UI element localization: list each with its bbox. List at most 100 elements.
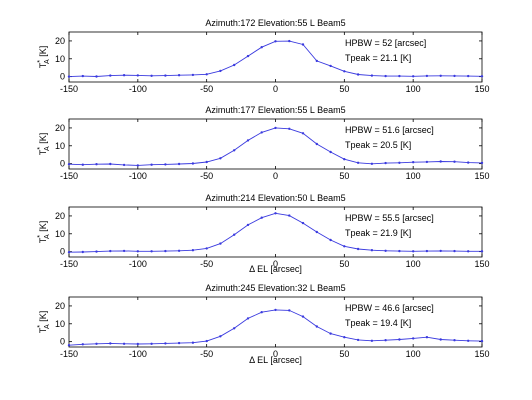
data-point xyxy=(260,216,263,219)
data-point xyxy=(329,150,332,154)
annotation-tpeak: Tpeak = 21.9 [K] xyxy=(345,228,411,238)
panel-title: Azimuth:214 Elevation:50 L Beam5 xyxy=(205,193,345,203)
data-point xyxy=(453,249,456,253)
data-point xyxy=(480,161,484,165)
panel-title: Azimuth:172 Elevation:55 L Beam5 xyxy=(205,18,345,28)
data-point xyxy=(109,74,112,77)
x-tick-label: -50 xyxy=(200,349,213,359)
data-point xyxy=(136,164,139,167)
y-label-superscript: * xyxy=(37,60,44,63)
data-point xyxy=(343,158,346,161)
data-point xyxy=(109,249,112,253)
x-tick-label: 100 xyxy=(406,84,421,94)
data-point xyxy=(356,247,360,251)
data-point xyxy=(191,249,195,252)
data-point xyxy=(205,73,208,76)
y-tick-label: 0 xyxy=(60,337,65,347)
data-point xyxy=(301,315,305,318)
y-label-unit: [K] xyxy=(38,311,48,325)
y-tick-label: 20 xyxy=(55,211,65,221)
data-point xyxy=(95,163,98,166)
data-point xyxy=(233,327,236,330)
data-point xyxy=(288,39,291,43)
data-point xyxy=(136,250,139,253)
data-point xyxy=(260,46,263,49)
data-point xyxy=(81,74,85,78)
annotation-tpeak: Tpeak = 19.4 [K] xyxy=(345,318,411,328)
y-label-subscript: A xyxy=(44,146,51,151)
data-point xyxy=(370,249,374,252)
panel-2: Azimuth:177 Elevation:55 L Beam5 -150 -100… xyxy=(37,105,490,181)
x-tick-label: -100 xyxy=(129,171,147,181)
data-point xyxy=(425,74,429,78)
data-point xyxy=(315,59,318,63)
panel-3: Azimuth:214 Elevation:50 L Beam5 -150 -100… xyxy=(37,193,490,274)
panel-4: Azimuth:245 Elevation:32 L Beam5 -150 -100… xyxy=(37,283,490,365)
data-point xyxy=(246,54,250,58)
x-tick-label: -50 xyxy=(200,171,213,181)
data-point xyxy=(246,139,250,142)
data-point xyxy=(453,74,456,78)
data-point xyxy=(343,336,346,339)
data-point xyxy=(274,212,277,215)
data-point xyxy=(177,249,181,252)
x-axis-label: Δ EL [arcsec] xyxy=(249,355,302,365)
data-point xyxy=(164,163,167,166)
data-point xyxy=(370,339,374,342)
y-tick-label: 10 xyxy=(55,319,65,329)
data-point xyxy=(205,160,208,164)
data-point xyxy=(288,309,291,312)
y-label-superscript: * xyxy=(37,325,44,328)
data-point xyxy=(329,332,332,335)
data-point xyxy=(412,75,415,78)
y-label-subscript: A xyxy=(44,324,51,329)
x-tick-label: 0 xyxy=(273,171,278,181)
x-tick-label: -150 xyxy=(60,259,78,269)
y-tick-label: 10 xyxy=(55,54,65,64)
data-point xyxy=(274,126,277,130)
data-point xyxy=(315,325,318,328)
y-tick-label: 0 xyxy=(60,247,65,257)
y-label-unit: [K] xyxy=(38,46,48,60)
data-point xyxy=(67,344,71,347)
data-point xyxy=(67,75,71,78)
y-axis-label: T*A [K] xyxy=(37,133,51,155)
data-point xyxy=(81,163,85,166)
data-point xyxy=(191,341,195,344)
y-label-subscript: A xyxy=(44,59,51,64)
data-point xyxy=(233,63,236,67)
y-label-symbol: T xyxy=(38,62,48,68)
data-point xyxy=(398,74,401,78)
y-tick-label: 0 xyxy=(60,159,65,169)
data-point xyxy=(329,238,332,242)
y-label-unit: [K] xyxy=(38,133,48,147)
data-point xyxy=(219,157,222,160)
y-axis-label: T*A [K] xyxy=(37,46,51,68)
y-tick-label: 20 xyxy=(55,301,65,311)
data-point xyxy=(439,249,442,253)
data-point xyxy=(150,342,153,345)
data-point xyxy=(67,251,71,254)
x-tick-label: -100 xyxy=(129,349,147,359)
panel-1: Azimuth:172 Elevation:55 L Beam5 -150 -100… xyxy=(37,18,490,94)
x-tick-label: 100 xyxy=(406,171,421,181)
data-point xyxy=(136,74,139,77)
data-point xyxy=(480,75,484,78)
annotation-hpbw: HPBW = 52 [arcsec] xyxy=(345,38,426,48)
data-point xyxy=(95,342,98,345)
annotation-hpbw: HPBW = 55.5 [arcsec] xyxy=(345,213,434,223)
data-point xyxy=(315,142,318,146)
data-point xyxy=(412,337,415,340)
x-tick-label: -150 xyxy=(60,349,78,359)
y-tick-label: 20 xyxy=(55,123,65,133)
data-point xyxy=(343,70,346,73)
data-point xyxy=(67,163,71,166)
x-tick-label: 0 xyxy=(273,84,278,94)
data-point xyxy=(480,339,484,343)
data-point xyxy=(150,163,153,166)
data-point xyxy=(439,160,442,163)
data-point xyxy=(274,40,277,43)
data-point xyxy=(219,335,222,338)
data-point xyxy=(288,214,291,217)
